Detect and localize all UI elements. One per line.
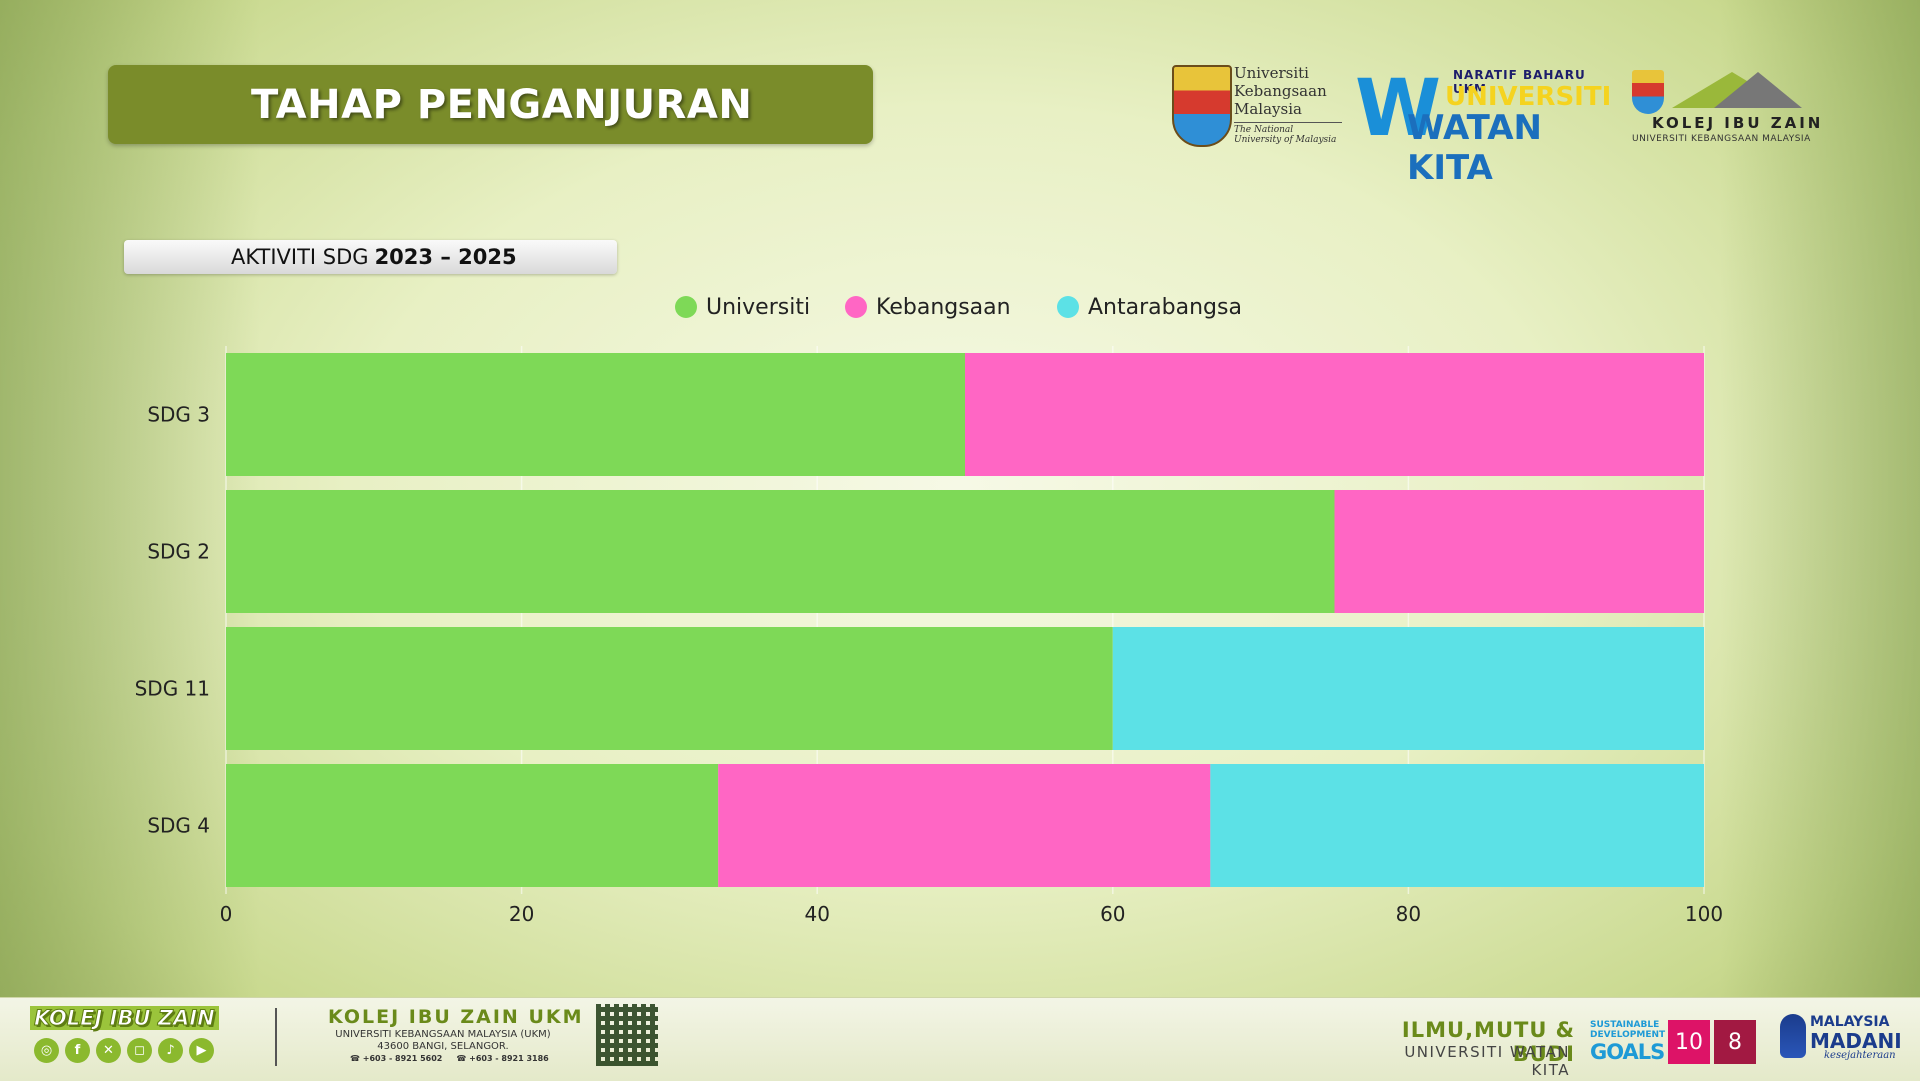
instagram-icon[interactable]: ◻ <box>127 1038 152 1063</box>
bar-sdg-2-universiti <box>226 490 1335 613</box>
footer-motto-sub: UNIVERSITI WATAN KITA <box>1404 1043 1570 1079</box>
bar-sdg-3-universiti <box>226 353 965 476</box>
social-links: ◎ f ✕ ◻ ♪ ▶ <box>34 1038 214 1063</box>
tiktok-icon[interactable]: ♪ <box>158 1038 183 1063</box>
uwk-line2: WATAN KITA <box>1407 108 1542 188</box>
subtitle-years: 2023 – 2025 <box>374 245 517 269</box>
youtube-icon[interactable]: ▶ <box>189 1038 214 1063</box>
facebook-icon[interactable]: f <box>65 1038 90 1063</box>
kiz-crest-icon <box>1632 70 1664 114</box>
qr-code-icon <box>596 1004 658 1066</box>
sdg-line1: SUSTAINABLE <box>1590 1020 1660 1030</box>
kiz-name: KOLEJ IBU ZAIN <box>1652 114 1824 132</box>
phone-1: ☎ +603 - 8921 5602 <box>350 1054 443 1063</box>
subtitle-prefix: AKTIVITI SDG <box>231 245 369 269</box>
legend-marker-antarabangsa <box>1057 296 1079 318</box>
x-tick-label: 60 <box>1100 902 1125 926</box>
uwk-line1: UNIVERSITI <box>1445 82 1612 112</box>
uwk-top-text: NARATIF BAHARU UKM <box>1453 68 1586 96</box>
bar-sdg-4-kebangsaan <box>718 764 1211 887</box>
ukm-wordmark: Universiti Kebangsaan Malaysia <box>1234 64 1327 118</box>
bar-sdg-4-universiti <box>226 764 719 887</box>
y-tick-label: SDG 2 <box>147 540 210 564</box>
bar-sdg-4-antarabangsa <box>1210 764 1704 887</box>
address-line1: UNIVERSITI KEBANGSAAN MALAYSIA (UKM) <box>335 1029 551 1040</box>
madani-line2: MADANI <box>1810 1029 1902 1053</box>
legend-marker-kebangsaan <box>845 296 867 318</box>
ukm-tagline: The National University of Malaysia <box>1234 122 1342 145</box>
uwk-w-mark-icon: W <box>1355 64 1441 154</box>
stacked-bar-chart: SDG 3 SDG 2 SDG 11 SDG 4 0 20 40 60 80 100 Univers… <box>135 295 1724 926</box>
phone-2: ☎ +603 - 8921 3186 <box>456 1054 549 1063</box>
sdg-logo: SUSTAINABLE DEVELOPMENT GOALS 10 8 <box>1590 1020 1756 1064</box>
footer-address: UNIVERSITI KEBANGSAAN MALAYSIA (UKM) 436… <box>328 1029 558 1053</box>
legend-label-universiti: Universiti <box>706 295 810 320</box>
bar-sdg-11-antarabangsa <box>1112 627 1704 750</box>
ukm-line1: Universiti <box>1234 64 1309 82</box>
x-icon[interactable]: ✕ <box>96 1038 121 1063</box>
kolej-ibu-zain-logo: KOLEJ IBU ZAIN UNIVERSITI KEBANGSAAN MAL… <box>1632 68 1832 148</box>
page-title: TAHAP PENGANJURAN <box>251 81 753 128</box>
sdg-goals: GOALS <box>1590 1040 1665 1064</box>
ukm-line3: Malaysia <box>1234 100 1302 118</box>
x-tick-label: 20 <box>509 902 534 926</box>
footer-divider <box>275 1008 277 1066</box>
footer-college-name: KOLEJ IBU ZAIN UKM <box>328 1006 584 1028</box>
madani-line1: MALAYSIA <box>1810 1014 1890 1030</box>
sdg-text: SUSTAINABLE DEVELOPMENT <box>1590 1020 1665 1040</box>
legend-marker-universiti <box>675 296 697 318</box>
header-logos: Universiti Kebangsaan Malaysia The Natio… <box>1170 62 1832 188</box>
x-tick-label: 80 <box>1396 902 1421 926</box>
footer-brand-logo: KOLEJ IBU ZAIN <box>30 1006 219 1031</box>
y-tick-label: SDG 11 <box>135 677 210 701</box>
phone-2-text: +603 - 8921 3186 <box>469 1054 549 1063</box>
y-tick-label: SDG 4 <box>147 814 210 838</box>
dribbble-icon[interactable]: ◎ <box>34 1038 59 1063</box>
madani-line3: kesejahteraan <box>1824 1050 1896 1061</box>
ukm-logo: Universiti Kebangsaan Malaysia The Natio… <box>1170 62 1345 147</box>
kiz-mountain-icon-2 <box>1714 72 1802 108</box>
sdg-line2: DEVELOPMENT <box>1590 1030 1666 1040</box>
address-line2: 43600 BANGI, SELANGOR. <box>377 1041 509 1052</box>
background-photo-left <box>0 0 260 1000</box>
sdg-10-badge-icon: 10 <box>1668 1020 1710 1064</box>
title-banner: TAHAP PENGANJURAN <box>108 65 873 144</box>
legend-label-antarabangsa: Antarabangsa <box>1088 295 1242 320</box>
bar-sdg-3-kebangsaan <box>965 353 1704 476</box>
madani-mark-icon <box>1780 1014 1806 1058</box>
sdg-8-badge-icon: 8 <box>1714 1020 1756 1064</box>
x-tick-label: 40 <box>804 902 829 926</box>
x-tick-label: 0 <box>220 902 233 926</box>
kiz-sub: UNIVERSITI KEBANGSAAN MALAYSIA <box>1632 134 1811 144</box>
x-tick-label: 100 <box>1685 902 1723 926</box>
universiti-watan-kita-logo: W NARATIF BAHARU UKM UNIVERSITI WATAN KI… <box>1355 64 1611 188</box>
chart-subtitle: AKTIVITI SDG 2023 – 2025 <box>124 240 617 274</box>
legend-label-kebangsaan: Kebangsaan <box>876 295 1011 320</box>
footer-phones: ☎ +603 - 8921 5602 ☎ +603 - 8921 3186 <box>350 1054 549 1063</box>
bar-sdg-2-kebangsaan <box>1334 490 1704 613</box>
background-photo-right <box>1720 0 1920 1000</box>
ukm-line2: Kebangsaan <box>1234 82 1327 100</box>
footer: KOLEJ IBU ZAIN ◎ f ✕ ◻ ♪ ▶ KOLEJ IBU ZAI… <box>0 997 1920 1081</box>
ukm-crest-icon <box>1172 65 1232 147</box>
y-tick-label: SDG 3 <box>147 403 210 427</box>
phone-1-text: +603 - 8921 5602 <box>362 1054 443 1063</box>
footer-motto: ILMU,MUTU & BUDI <box>1401 1018 1575 1066</box>
bar-sdg-11-universiti <box>226 627 1113 750</box>
malaysia-madani-logo: MALAYSIA MADANI kesejahteraan <box>1780 1012 1910 1062</box>
